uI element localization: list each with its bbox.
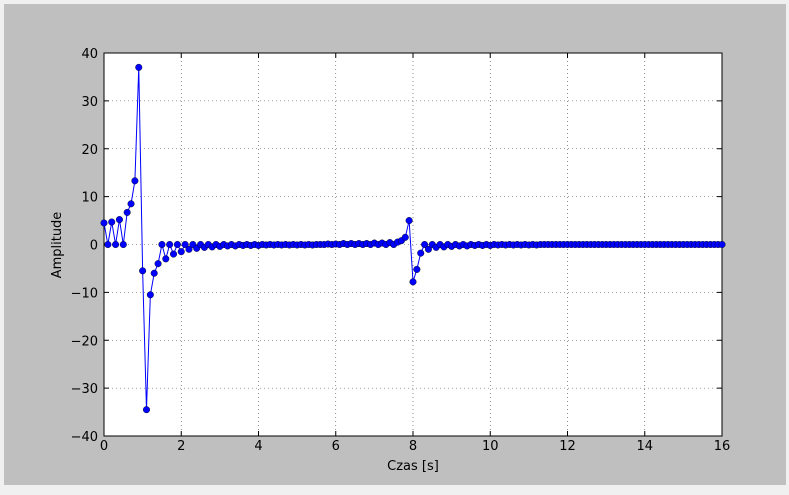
y-tick-label: 30 [81, 95, 98, 110]
y-tick-label: 10 [81, 191, 98, 206]
x-tick-label: 4 [254, 439, 262, 454]
y-tick-label: −20 [71, 334, 98, 349]
data-point [127, 200, 135, 208]
data-point [181, 240, 189, 248]
data-point [185, 245, 193, 253]
data-point [115, 216, 123, 224]
y-tick-label: 0 [90, 239, 98, 254]
data-point [424, 245, 432, 253]
data-point [162, 255, 170, 263]
y-tick-label: 40 [81, 47, 98, 62]
data-point [158, 240, 166, 248]
data-point [146, 291, 154, 299]
data-point [154, 260, 162, 268]
data-point [421, 240, 429, 248]
data-point [177, 248, 185, 256]
x-tick-label: 2 [177, 439, 185, 454]
data-point [135, 63, 143, 71]
data-point [112, 240, 120, 248]
data-point [142, 406, 150, 414]
data-point [119, 240, 127, 248]
data-point [166, 240, 174, 248]
x-tick-label: 10 [482, 439, 499, 454]
y-tick-label: −10 [71, 286, 98, 301]
data-point [409, 278, 417, 286]
data-point [123, 208, 131, 216]
x-tick-label: 12 [559, 439, 576, 454]
x-tick-label: 8 [409, 439, 417, 454]
data-point [108, 218, 116, 226]
data-point [401, 233, 409, 241]
data-point [170, 250, 178, 258]
y-axis-label: Amplitude [50, 212, 65, 279]
x-tick-label: 16 [714, 439, 731, 454]
y-tick-label: −30 [71, 382, 98, 397]
data-point [417, 249, 425, 257]
data-point [131, 177, 139, 185]
y-tick-label: 20 [81, 143, 98, 158]
x-tick-label: 0 [100, 439, 108, 454]
data-point [405, 217, 413, 225]
data-point [718, 240, 726, 248]
data-point [104, 240, 112, 248]
x-tick-label: 14 [636, 439, 653, 454]
y-tick-label: −40 [71, 430, 98, 445]
data-point [413, 265, 421, 273]
data-point [100, 219, 108, 227]
x-tick-label: 6 [332, 439, 340, 454]
data-point [173, 240, 181, 248]
data-point [150, 269, 158, 277]
data-point [139, 267, 147, 275]
x-axis-label: Czas [s] [387, 459, 439, 474]
